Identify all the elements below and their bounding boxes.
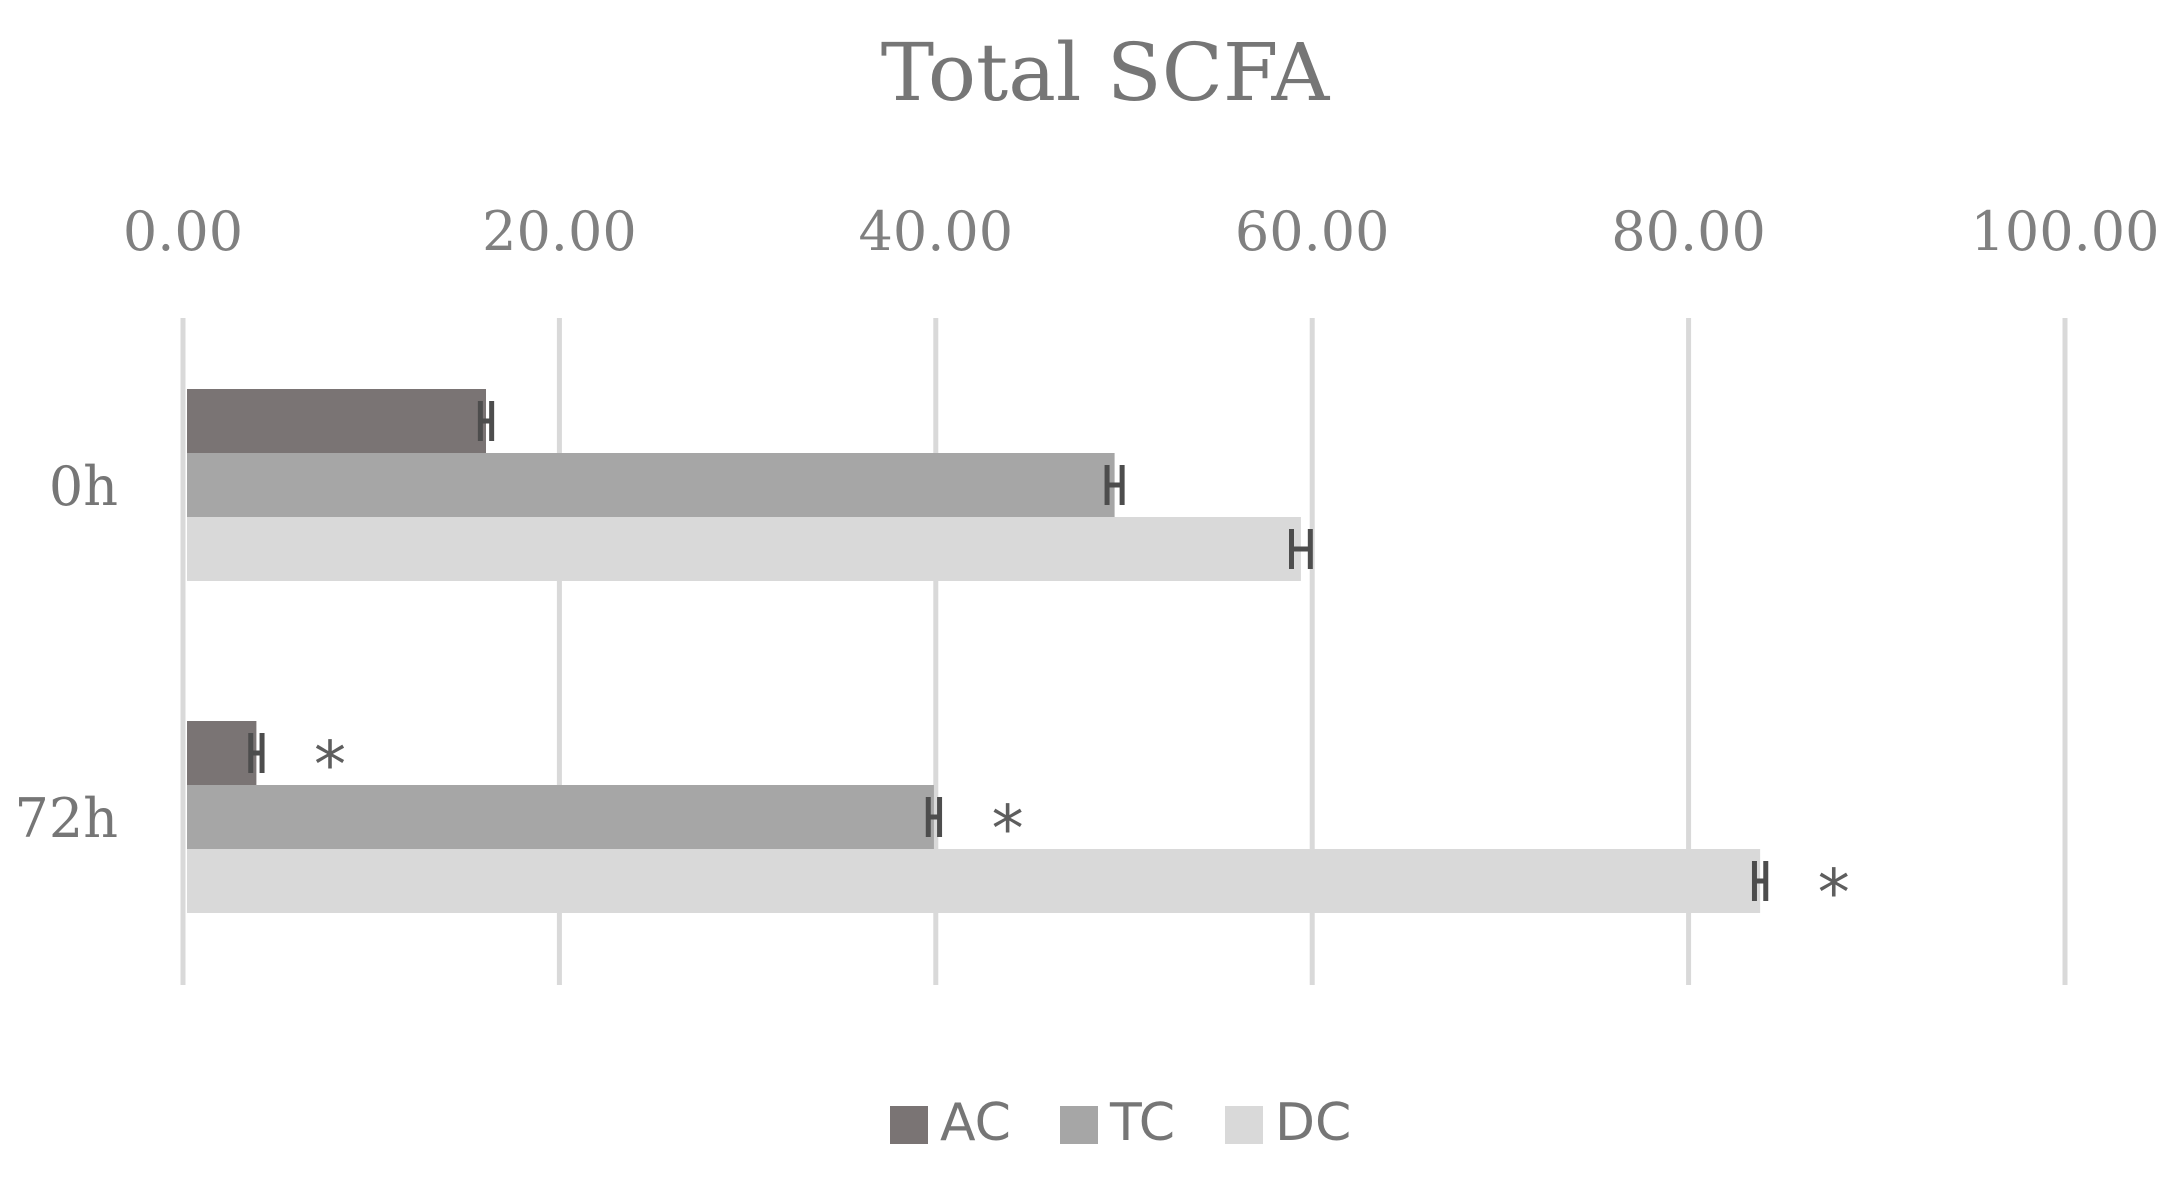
x-tick-label-2: 40.00 (859, 200, 1014, 263)
x-tick-label-3: 60.00 (1235, 200, 1390, 263)
legend-label-tc: TC (1109, 1093, 1175, 1153)
category-labels: 0h 72h (15, 455, 119, 850)
legend-swatch-dc (1225, 1106, 1263, 1144)
x-tick-label-1: 20.00 (482, 200, 637, 263)
bar-tc-0h (187, 453, 1115, 517)
legend-label-ac: AC (940, 1093, 1011, 1153)
bars: *** (187, 389, 1850, 931)
bar-ac-0h (187, 389, 487, 453)
bar-dc-72h (187, 849, 1761, 913)
gridlines (180, 318, 2068, 985)
bar-ac-72h (187, 721, 257, 785)
category-label-1: 72h (15, 787, 119, 850)
legend-swatch-tc (1060, 1106, 1098, 1144)
bar-tc-72h (187, 785, 934, 849)
legend-label-dc: DC (1275, 1093, 1351, 1153)
x-tick-label-5: 100.00 (1971, 200, 2160, 263)
x-tick-label-4: 80.00 (1611, 200, 1766, 263)
category-label-0: 0h (49, 455, 118, 518)
x-axis-ticks: 0.00 20.00 40.00 60.00 80.00 100.00 (123, 200, 2160, 263)
legend-swatch-ac (890, 1106, 928, 1144)
bar-dc-0h (187, 517, 1301, 581)
significance-marker-dc-72h: * (1818, 857, 1850, 931)
legend: AC TC DC (890, 1093, 1351, 1153)
chart-title: Total SCFA (881, 26, 1331, 119)
x-tick-label-0: 0.00 (123, 200, 243, 263)
